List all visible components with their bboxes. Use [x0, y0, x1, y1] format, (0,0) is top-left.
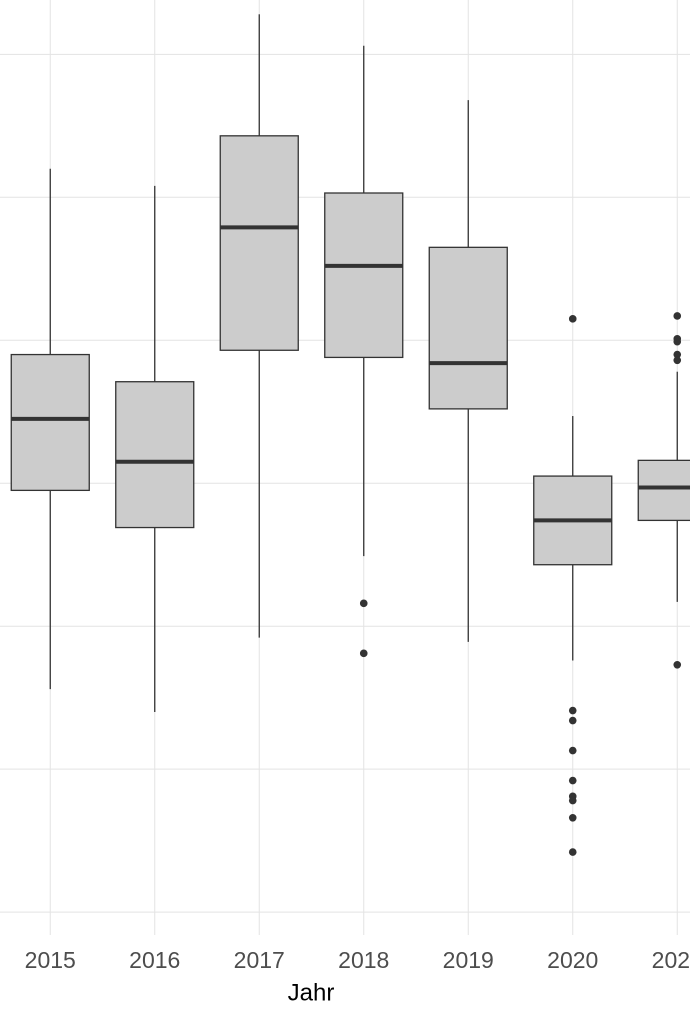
box [10, 353, 90, 492]
x-tick-label: 2021 [652, 947, 690, 973]
box [219, 135, 299, 351]
outlier [673, 312, 682, 320]
box [428, 246, 508, 410]
x-tick-label: 2020 [547, 947, 598, 973]
outlier [673, 337, 682, 346]
outlier [568, 716, 577, 725]
box [115, 381, 195, 529]
outlier [568, 315, 577, 323]
x-tick-label: 2017 [234, 947, 285, 973]
box [324, 192, 404, 359]
box [637, 459, 690, 522]
outlier [568, 706, 577, 715]
outlier [568, 848, 577, 856]
outlier [673, 660, 682, 669]
x-tick-label: 2019 [443, 947, 494, 973]
outlier [568, 796, 577, 805]
outlier [359, 649, 368, 658]
outlier [568, 746, 577, 755]
outlier [673, 350, 682, 359]
outlier [673, 356, 682, 365]
x-tick-label: 2015 [25, 947, 76, 973]
outlier [568, 776, 577, 785]
x-axis-title: Jahr [288, 979, 335, 1006]
outlier [568, 813, 577, 822]
x-tick-label: 2018 [338, 947, 389, 973]
outlier [359, 599, 368, 608]
x-tick-label: 2016 [129, 947, 180, 973]
